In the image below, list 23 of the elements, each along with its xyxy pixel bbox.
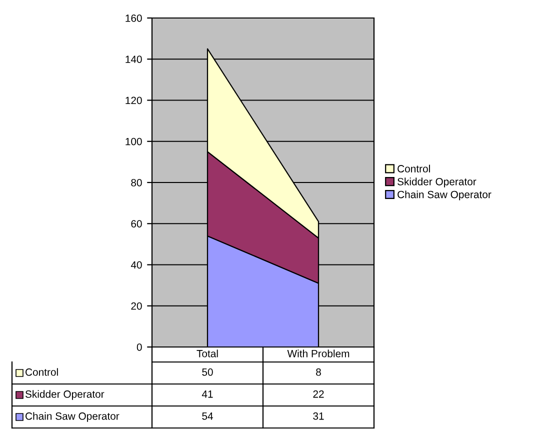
data-label: 54 (202, 412, 213, 420)
text: Control (26, 368, 58, 376)
y-tick-label: 140 (126, 56, 142, 63)
data-label: 22 (313, 390, 324, 398)
x-tick-label: Total (196, 350, 218, 358)
y-tick-label: 160 (126, 14, 142, 22)
y-tick-label: 80 (131, 179, 142, 186)
text: Chain Saw Operator (26, 412, 120, 422)
legend-label: Chain Saw Operator (398, 190, 492, 200)
legend-label: Control (398, 164, 430, 172)
data-label: 50 (202, 368, 213, 376)
y-tick-label: 120 (126, 96, 142, 104)
y-tick-label: 100 (126, 138, 142, 146)
y-tick-label: 0 (136, 344, 142, 351)
y-tick-label: 60 (131, 220, 142, 228)
data-label: 8 (316, 368, 321, 376)
data-label: 31 (313, 412, 324, 420)
y-tick-label: 40 (130, 261, 142, 269)
text: Skidder Operator (25, 390, 104, 400)
y-tick-label: 20 (131, 302, 142, 310)
legend-label: Skidder Operator (398, 178, 476, 188)
data-label: 41 (202, 390, 213, 398)
x-tick-label: With Problem (287, 350, 350, 358)
